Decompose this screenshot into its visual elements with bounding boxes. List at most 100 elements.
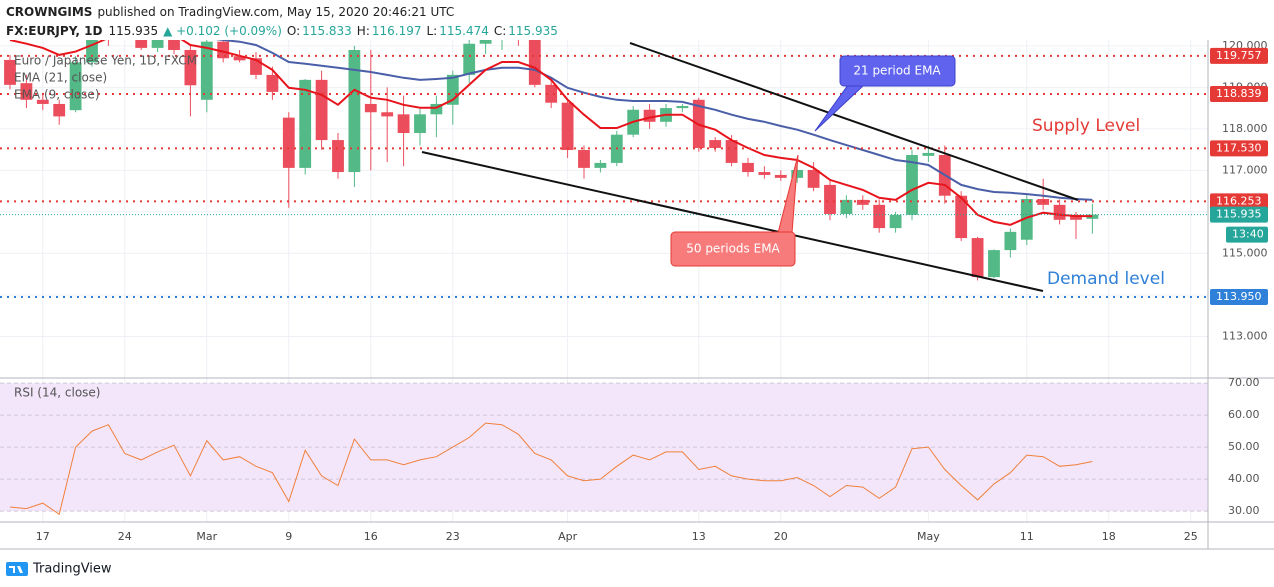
x-tick-label: 13 (692, 530, 706, 543)
candle-body (4, 59, 16, 85)
header-bg (0, 0, 1274, 40)
level-label: 116.253 (1216, 194, 1262, 207)
level-label: 118.839 (1216, 87, 1262, 100)
candle-body (135, 40, 148, 48)
candle-body (676, 106, 689, 109)
ohlc-value: 116.197 (372, 24, 422, 38)
y-tick-label: 115.000 (1222, 246, 1268, 259)
candle-body (397, 114, 410, 134)
candle-body (955, 195, 968, 239)
candle-body (299, 79, 312, 168)
level-label: 117.530 (1216, 141, 1262, 154)
x-tick-label: 11 (1020, 530, 1034, 543)
y-tick-label: 40.00 (1228, 472, 1260, 485)
ohlc-key: H: (357, 24, 370, 38)
annotation: 50 periods EMA (686, 242, 780, 256)
legend-entry: EMA (21, close) (14, 71, 107, 85)
candle-body (430, 103, 443, 115)
level-box (1210, 47, 1268, 64)
rsi-title: RSI (14, close) (14, 386, 100, 400)
candle-body (463, 43, 476, 75)
candle-body (233, 56, 246, 61)
y-tick-label: 30.00 (1228, 504, 1260, 517)
candle-body (315, 79, 328, 141)
candle-body (561, 102, 574, 151)
candle-body (725, 140, 738, 163)
level-label: 119.757 (1216, 49, 1262, 62)
x-tick-label: 24 (118, 530, 132, 543)
x-tick-label: Mar (196, 530, 217, 543)
header-line: FX:EURJPY, 1D 115.935 ▲ +0.102 (+0.09%) O: 1… (6, 24, 558, 38)
candle-body (364, 103, 377, 113)
candle-body (774, 174, 787, 178)
level-box (1210, 86, 1268, 103)
change: ▲ +0.102 (+0.09%) (163, 24, 282, 38)
candle-body (709, 140, 722, 148)
annotation: Demand level (1047, 269, 1165, 289)
trend-line (629, 42, 1079, 201)
x-tick-label: 23 (446, 530, 460, 543)
countdown-box (1226, 226, 1268, 243)
ohlc-key: L: (427, 24, 438, 38)
y-tick-label: 117.000 (1222, 163, 1268, 176)
legend-entry: EMA (9, close) (14, 88, 100, 102)
y-tick-label: 118.000 (1222, 122, 1268, 135)
candle-body (906, 155, 918, 215)
x-tick-label: 9 (285, 530, 292, 543)
ohlc-value: 115.935 (508, 24, 558, 38)
candle-body (414, 114, 426, 134)
x-tick-label: May (917, 530, 940, 543)
candle-body (250, 58, 262, 75)
x-tick-label: 18 (1102, 530, 1116, 543)
last: 115.935 (108, 24, 158, 38)
candle-body (824, 184, 836, 214)
author: CROWNGIMS (6, 5, 92, 19)
candle-body (168, 40, 180, 50)
candle-body (20, 83, 33, 100)
last-price-label: 115.935 (1216, 208, 1262, 221)
candle-body (643, 109, 656, 122)
candle-body (1053, 204, 1066, 220)
candle-body (988, 250, 1000, 278)
annotation: 21 period EMA (853, 64, 941, 78)
chart-title: Euro / Japanese Yen, 1D, FXCM (14, 54, 197, 68)
x-tick-label: 16 (364, 530, 378, 543)
ohlc-key: O: (287, 24, 300, 38)
x-tick-label: 17 (36, 530, 50, 543)
footer: TradingView (6, 562, 112, 577)
candle-body (528, 40, 541, 85)
candle-body (53, 103, 66, 117)
ema-line (215, 40, 1093, 201)
rsi-pane (0, 382, 1208, 516)
last-price-box (1210, 206, 1268, 223)
candle-body (69, 62, 82, 111)
candle-body (742, 162, 754, 173)
candle-body (332, 140, 344, 173)
candle-body (200, 41, 213, 100)
candle-body (446, 74, 459, 105)
level-box (1210, 140, 1268, 157)
ohlc-value: 115.833 (302, 24, 352, 38)
candle-body (184, 49, 197, 86)
candle-body (840, 199, 853, 214)
symbol: FX:EURJPY, 1D (6, 24, 102, 38)
countdown: 13:40 (1232, 228, 1264, 241)
candle-body (889, 214, 902, 229)
candle-body (348, 49, 361, 173)
candle-body (578, 150, 590, 168)
trend-line (421, 151, 1044, 292)
candle-body (217, 41, 230, 59)
axes: 1724Mar91623Apr1320May111825113.000114.0… (36, 39, 1268, 543)
ema-line (9, 40, 1093, 226)
header-line: CROWNGIMS published on TradingView.com, M… (6, 5, 454, 19)
candle-body (151, 40, 164, 48)
candle-body (1020, 199, 1033, 240)
candle-body (758, 172, 771, 175)
candle-body (266, 74, 279, 92)
y-tick-label: 113.000 (1222, 329, 1268, 342)
ohlc-value: 115.474 (439, 24, 489, 38)
callout: 50 periods EMA (670, 154, 799, 267)
y-tick-label: 70.00 (1228, 376, 1260, 389)
rsi-line (9, 422, 1093, 516)
